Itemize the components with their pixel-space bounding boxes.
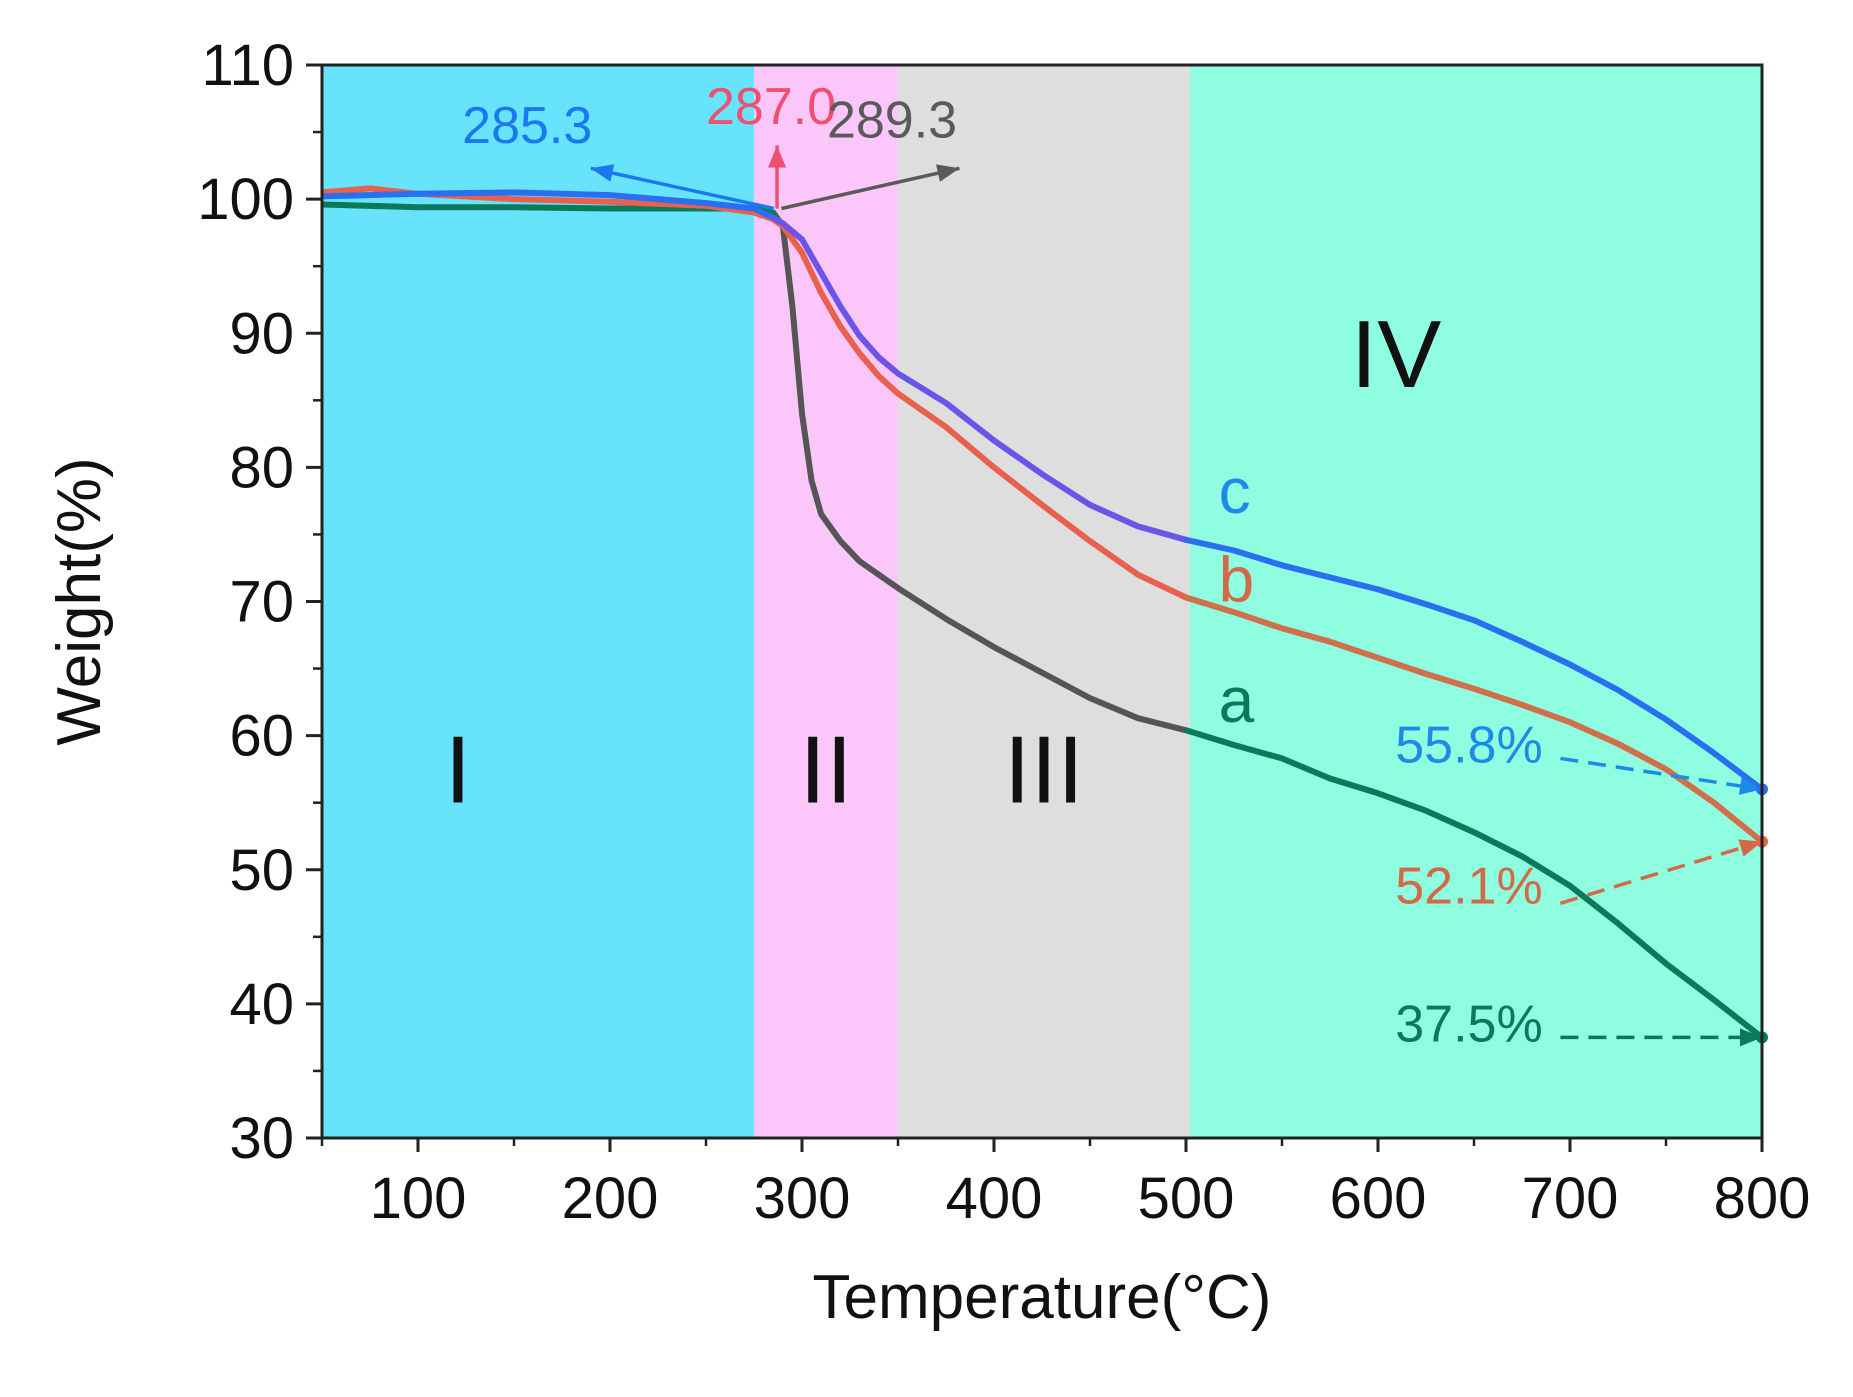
y-tick-label-80: 80: [229, 435, 294, 500]
series-a-line-part-3: [1183, 727, 1762, 1041]
tick-layer: 100 200 300 400 500 600 700 800 30 40 50 60 70 80 90 10…: [197, 33, 1810, 1231]
annotation-onset-a-arrow-head: [935, 164, 960, 182]
y-tick-label-50: 50: [229, 838, 294, 903]
x-tick-label-200: 200: [562, 1166, 659, 1231]
x-tick-label-700: 700: [1522, 1166, 1619, 1231]
region-IV: [1189, 65, 1762, 1138]
annotation-onset-a-arrow-line: [781, 166, 960, 211]
region-label-III: III: [1004, 717, 1084, 824]
region-I: [322, 65, 754, 1138]
y-tick-label-30: 30: [229, 1106, 294, 1171]
x-tick-label-400: 400: [946, 1166, 1043, 1231]
x-tick-label-100: 100: [370, 1166, 467, 1231]
annotation-residue-b-arrow-line: [1559, 839, 1763, 905]
series-c-line-part-2: [770, 214, 1189, 543]
annotation-onset-a-label: 289.3: [827, 91, 957, 149]
curve-letter-a: a: [1219, 664, 1255, 736]
series-b-line-part-1: [322, 185, 1189, 601]
region-label-II: II: [799, 717, 852, 824]
annotation-onset-b-label: 287.0: [706, 78, 836, 136]
region-label-IV: IV: [1351, 301, 1442, 408]
annotation-onset-c-arrow-line: [590, 166, 775, 211]
region-II: [754, 65, 898, 1138]
x-tick-label-800: 800: [1714, 1166, 1811, 1231]
region-III: [898, 65, 1190, 1138]
series-b-line-part-2: [1183, 594, 1762, 845]
region-label-I: I: [445, 717, 472, 824]
annotation-onset-b-arrow-head: [768, 145, 787, 168]
series-a-line-part-2: [779, 223, 1189, 734]
x-tick-label-500: 500: [1138, 1166, 1235, 1231]
annotation-residue-a-label: 37.5%: [1395, 995, 1542, 1053]
annotation-residue-c-arrow-line: [1560, 756, 1763, 792]
annotation-residue-a-arrow-head: [1740, 1028, 1762, 1047]
x-tick-label-300: 300: [754, 1166, 851, 1231]
series-c-line-part-3: [1183, 536, 1762, 793]
curve-letter-c: c: [1219, 455, 1251, 527]
annotation-residue-c-label: 55.8%: [1395, 716, 1542, 774]
series-layer: [322, 185, 1762, 1041]
annotation-onset-c-label: 285.3: [462, 97, 592, 155]
y-tick-label-90: 90: [229, 301, 294, 366]
x-tick-label-600: 600: [1330, 1166, 1427, 1231]
series-c-line-part-1: [322, 189, 777, 221]
annotation-residue-b-label: 52.1%: [1395, 857, 1542, 915]
annotation-onset-c-arrow-head: [590, 164, 615, 182]
y-tick-label-100: 100: [197, 167, 294, 232]
y-tick-label-60: 60: [229, 704, 294, 769]
y-tick-label-40: 40: [229, 972, 294, 1037]
curve-letter-b: b: [1219, 544, 1255, 616]
annotation-residue-b-arrow-head: [1738, 839, 1762, 857]
series-a-line-part-1: [322, 201, 786, 229]
y-tick-label-110: 110: [202, 33, 294, 98]
x-axis-title: Temperature(°C): [813, 1263, 1272, 1332]
y-axis-title: Weight(%): [45, 457, 114, 745]
y-tick-label-70: 70: [229, 570, 294, 635]
